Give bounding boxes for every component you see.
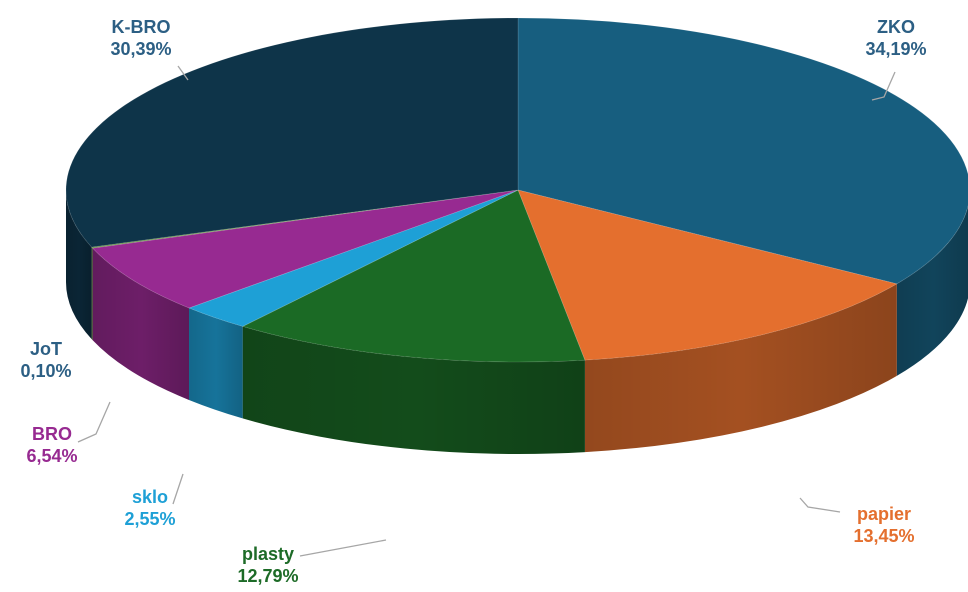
slice-label-papier: papier <box>857 504 911 524</box>
pie-side-shading <box>66 190 92 340</box>
pie-slice-jot <box>90 189 519 249</box>
leader-line-plasty <box>299 539 387 557</box>
slice-label-plasty: plasty <box>242 544 294 564</box>
slice-label-bro: BRO <box>32 424 72 444</box>
pie-slice-sklo <box>187 189 519 327</box>
pie-slice-k-bro <box>65 17 519 248</box>
leader-line-papier <box>799 497 841 513</box>
pie-slice-plasty <box>241 189 586 363</box>
leader-line-sklo <box>172 473 184 505</box>
pie-side-shading <box>584 283 897 453</box>
leader-line-k-bro <box>177 65 189 81</box>
leader-line-bro <box>77 401 111 443</box>
slice-value-papier: 13,45% <box>853 526 914 546</box>
pie-slice-bro <box>91 189 519 309</box>
leader-line-zko <box>871 71 896 101</box>
slice-label-k-bro: K-BRO <box>112 17 171 37</box>
pie-side-shading <box>242 326 585 454</box>
pie-side-shading <box>91 247 93 341</box>
slice-value-sklo: 2,55% <box>124 509 175 529</box>
pie-side-shading <box>92 248 190 400</box>
slice-value-jot: 0,10% <box>20 361 71 381</box>
slice-value-k-bro: 30,39% <box>110 39 171 59</box>
pie-side-shading <box>189 307 243 419</box>
pie-slice-zko <box>517 17 968 285</box>
pie-side-shading <box>896 205 968 376</box>
slice-value-zko: 34,19% <box>865 39 926 59</box>
slice-value-plasty: 12,79% <box>237 566 298 586</box>
slice-label-zko: ZKO <box>877 17 915 37</box>
pie-slice-papier <box>517 189 898 361</box>
slice-label-jot: JoT <box>30 339 62 359</box>
slice-label-sklo: sklo <box>132 487 168 507</box>
slice-value-bro: 6,54% <box>26 446 77 466</box>
